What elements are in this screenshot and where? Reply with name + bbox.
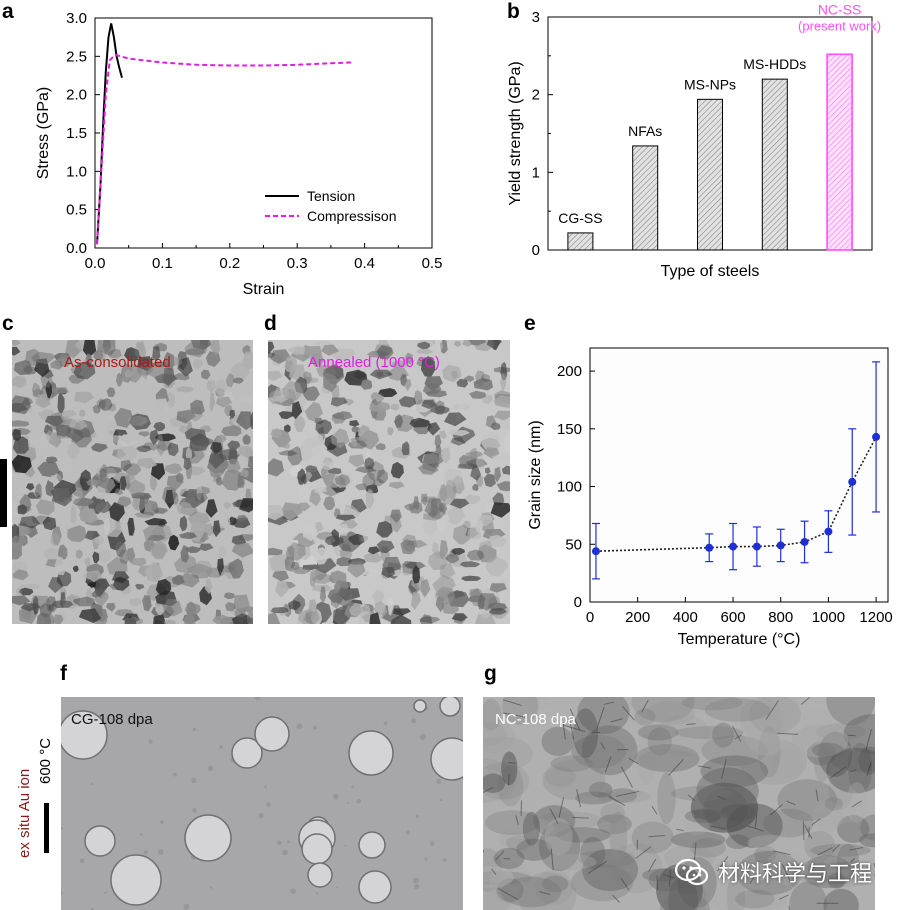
tem-nc-108-dpa: NC-108 dpa — [483, 697, 875, 910]
bar-label-nfas: NFAs — [628, 123, 662, 139]
bar-label-ms-hdds: MS-HDDs — [743, 56, 806, 72]
panel-letter-e: e — [524, 312, 536, 335]
x-tick-label-e: 800 — [768, 609, 793, 626]
y-tick-label-e: 200 — [557, 363, 582, 380]
scale-bar-f — [44, 803, 49, 853]
y-tick-label-e: 100 — [557, 479, 582, 496]
bar-cg-ss — [567, 232, 594, 251]
bar-label-cg-ss: CG-SS — [558, 210, 602, 226]
stress-strain-chart: 0.0 0.1 0.2 0.3 0.4 0.5 0.0 0.5 1.0 1.5 2.0 2.5 3.0 S… — [35, 10, 443, 298]
x-tick-label-a: 0.0 — [85, 255, 106, 272]
y-tick-label-a: 2.0 — [66, 87, 87, 104]
y-tick-label-b: 1 — [532, 164, 540, 181]
x-tick-label-e: 1200 — [859, 609, 892, 626]
temperature-600-label: 600 °C — [37, 737, 54, 784]
nc-108-dpa-label: NC-108 dpa — [495, 711, 576, 728]
x-axis-label-b: Type of steels — [661, 263, 760, 280]
panel-letter-a: a — [2, 0, 14, 23]
x-tick-label-a: 0.5 — [422, 255, 443, 272]
watermark: 材料科学与工程 — [674, 856, 872, 888]
y-tick-label-a: 0.5 — [66, 202, 87, 219]
data-point — [729, 542, 738, 551]
data-point — [591, 547, 600, 556]
watermark-text: 材料科学与工程 — [718, 861, 873, 886]
data-point — [705, 543, 714, 552]
y-tick-label-e: 50 — [565, 536, 582, 553]
legend-label-compressison: Compressison — [307, 208, 396, 224]
panel-letter-g: g — [484, 662, 497, 685]
series-line-compressison — [96, 53, 352, 245]
bar-ms-hdds — [761, 78, 788, 251]
y-tick-label-a: 1.0 — [66, 163, 87, 180]
y-tick-label-a: 3.0 — [66, 10, 87, 27]
y-tick-label-e: 0 — [574, 594, 582, 611]
bar-nc-ss — [826, 53, 853, 251]
y-tick-label-b: 0 — [532, 242, 540, 259]
data-point — [752, 542, 761, 551]
y-tick-label-a: 1.5 — [66, 125, 87, 142]
data-point — [872, 432, 881, 441]
grain-size-chart: 0 200 400 600 800 1000 1200 0 50 100 150 200 Tempera… — [527, 347, 893, 648]
panel-letter-c: c — [2, 312, 14, 335]
yield-strength-chart: 0 1 2 3 Type of steels Yield strength (GPa) CG… — [507, 1, 881, 280]
legend-label-tension: Tension — [307, 188, 355, 204]
as-consolidated-label: As-consolidated — [64, 354, 171, 371]
x-axis-label-e: Temperature (°C) — [678, 631, 801, 648]
x-tick-label-e: 400 — [673, 609, 698, 626]
y-axis-label-a: Stress (GPa) — [35, 87, 52, 179]
x-tick-label-e: 200 — [625, 609, 650, 626]
annealed-label: Annealed (1000 °C) — [308, 354, 440, 371]
y-tick-label-a: 0.0 — [66, 240, 87, 257]
bar-label-nc-ss: NC-SS — [818, 1, 862, 17]
y-tick-label-a: 2.5 — [66, 48, 87, 65]
scale-bar-c — [0, 459, 7, 527]
x-tick-label-e: 0 — [586, 609, 594, 626]
bar-ms-nps — [697, 98, 723, 251]
data-point — [848, 477, 857, 486]
panel-letter-b: b — [507, 0, 520, 23]
y-tick-label-b: 3 — [532, 9, 540, 26]
y-tick-label-e: 150 — [557, 421, 582, 438]
x-tick-label-a: 0.2 — [219, 255, 240, 272]
x-tick-label-e: 600 — [721, 609, 746, 626]
bar-sublabel-present-work: (present work) — [798, 18, 881, 33]
plot-frame-e — [589, 347, 889, 603]
bar-label-ms-nps: MS-NPs — [684, 76, 736, 92]
ex-situ-au-ion-label: ex situ Au ion — [16, 768, 33, 858]
x-tick-label-a: 0.4 — [354, 255, 375, 272]
x-tick-label-a: 0.3 — [287, 255, 308, 272]
tem-annealed: Annealed (1000 °C) — [268, 340, 510, 624]
y-tick-label-b: 2 — [532, 87, 540, 104]
x-tick-label-e: 1000 — [812, 609, 845, 626]
panel-letter-d: d — [264, 312, 277, 335]
bar-nfas — [632, 145, 659, 251]
x-tick-label-a: 0.1 — [152, 255, 173, 272]
data-point — [800, 537, 809, 546]
tem-cg-108-dpa: CG-108 dpa — [61, 697, 463, 910]
data-point — [824, 527, 833, 536]
cg-108-dpa-label: CG-108 dpa — [71, 711, 153, 728]
y-axis-label-e: Grain size (nm) — [527, 420, 544, 529]
panel-letter-f: f — [60, 662, 67, 685]
tem-as-consolidated: As-consolidated — [12, 340, 253, 624]
data-point — [776, 541, 785, 550]
wechat-icon — [674, 858, 709, 886]
y-axis-label-b: Yield strength (GPa) — [507, 61, 524, 205]
x-axis-label-a: Strain — [243, 281, 285, 298]
